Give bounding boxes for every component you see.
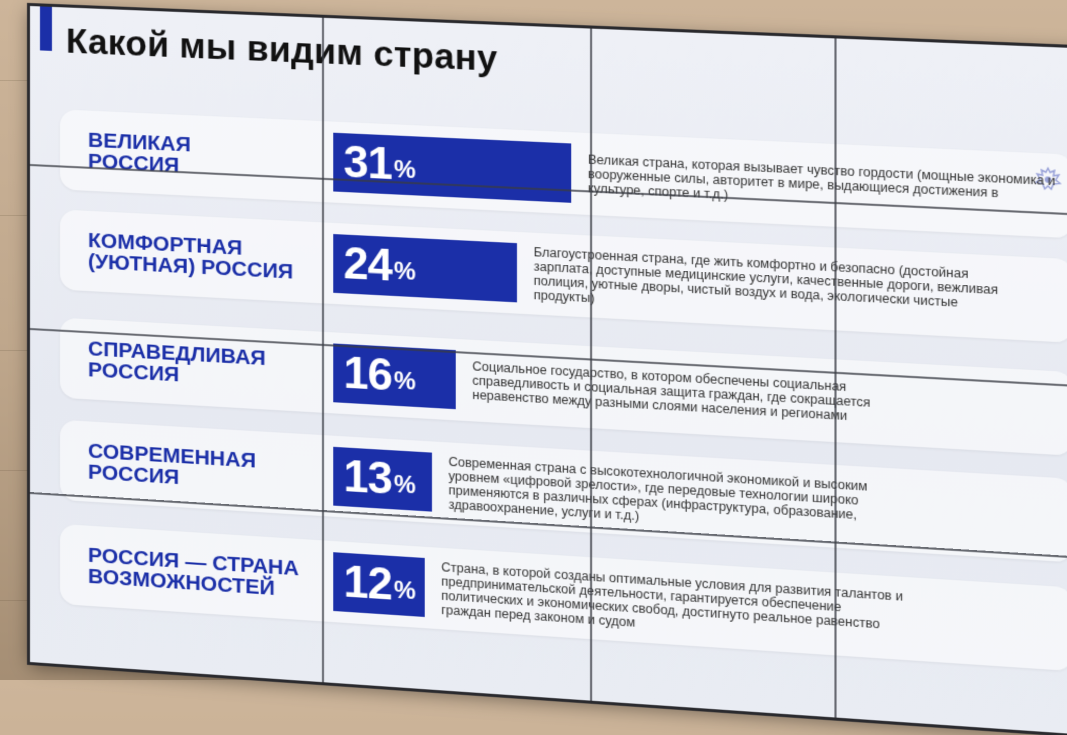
percent-value: 16 — [343, 348, 391, 401]
percent-value: 12 — [343, 557, 391, 611]
percent-bar: 31% — [333, 133, 571, 203]
slide-title: Какой мы видим страну — [66, 21, 497, 79]
percent-bar: 24% — [333, 234, 517, 302]
percent-sign: % — [394, 576, 416, 606]
percent-bar: 13% — [333, 447, 432, 512]
percent-value: 13 — [343, 451, 391, 505]
percent-bar: 16% — [333, 343, 456, 409]
percent-sign: % — [394, 257, 416, 287]
percent-bar: 12% — [333, 552, 425, 617]
percent-value: 24 — [343, 239, 391, 292]
percent-sign: % — [394, 367, 416, 397]
percent-sign: % — [394, 471, 416, 501]
title-accent-bar — [40, 6, 52, 51]
video-wall-screen: Какой мы видим страну ВЕЛИКАЯ РОССИЯ 31% Ве… — [30, 6, 1067, 735]
